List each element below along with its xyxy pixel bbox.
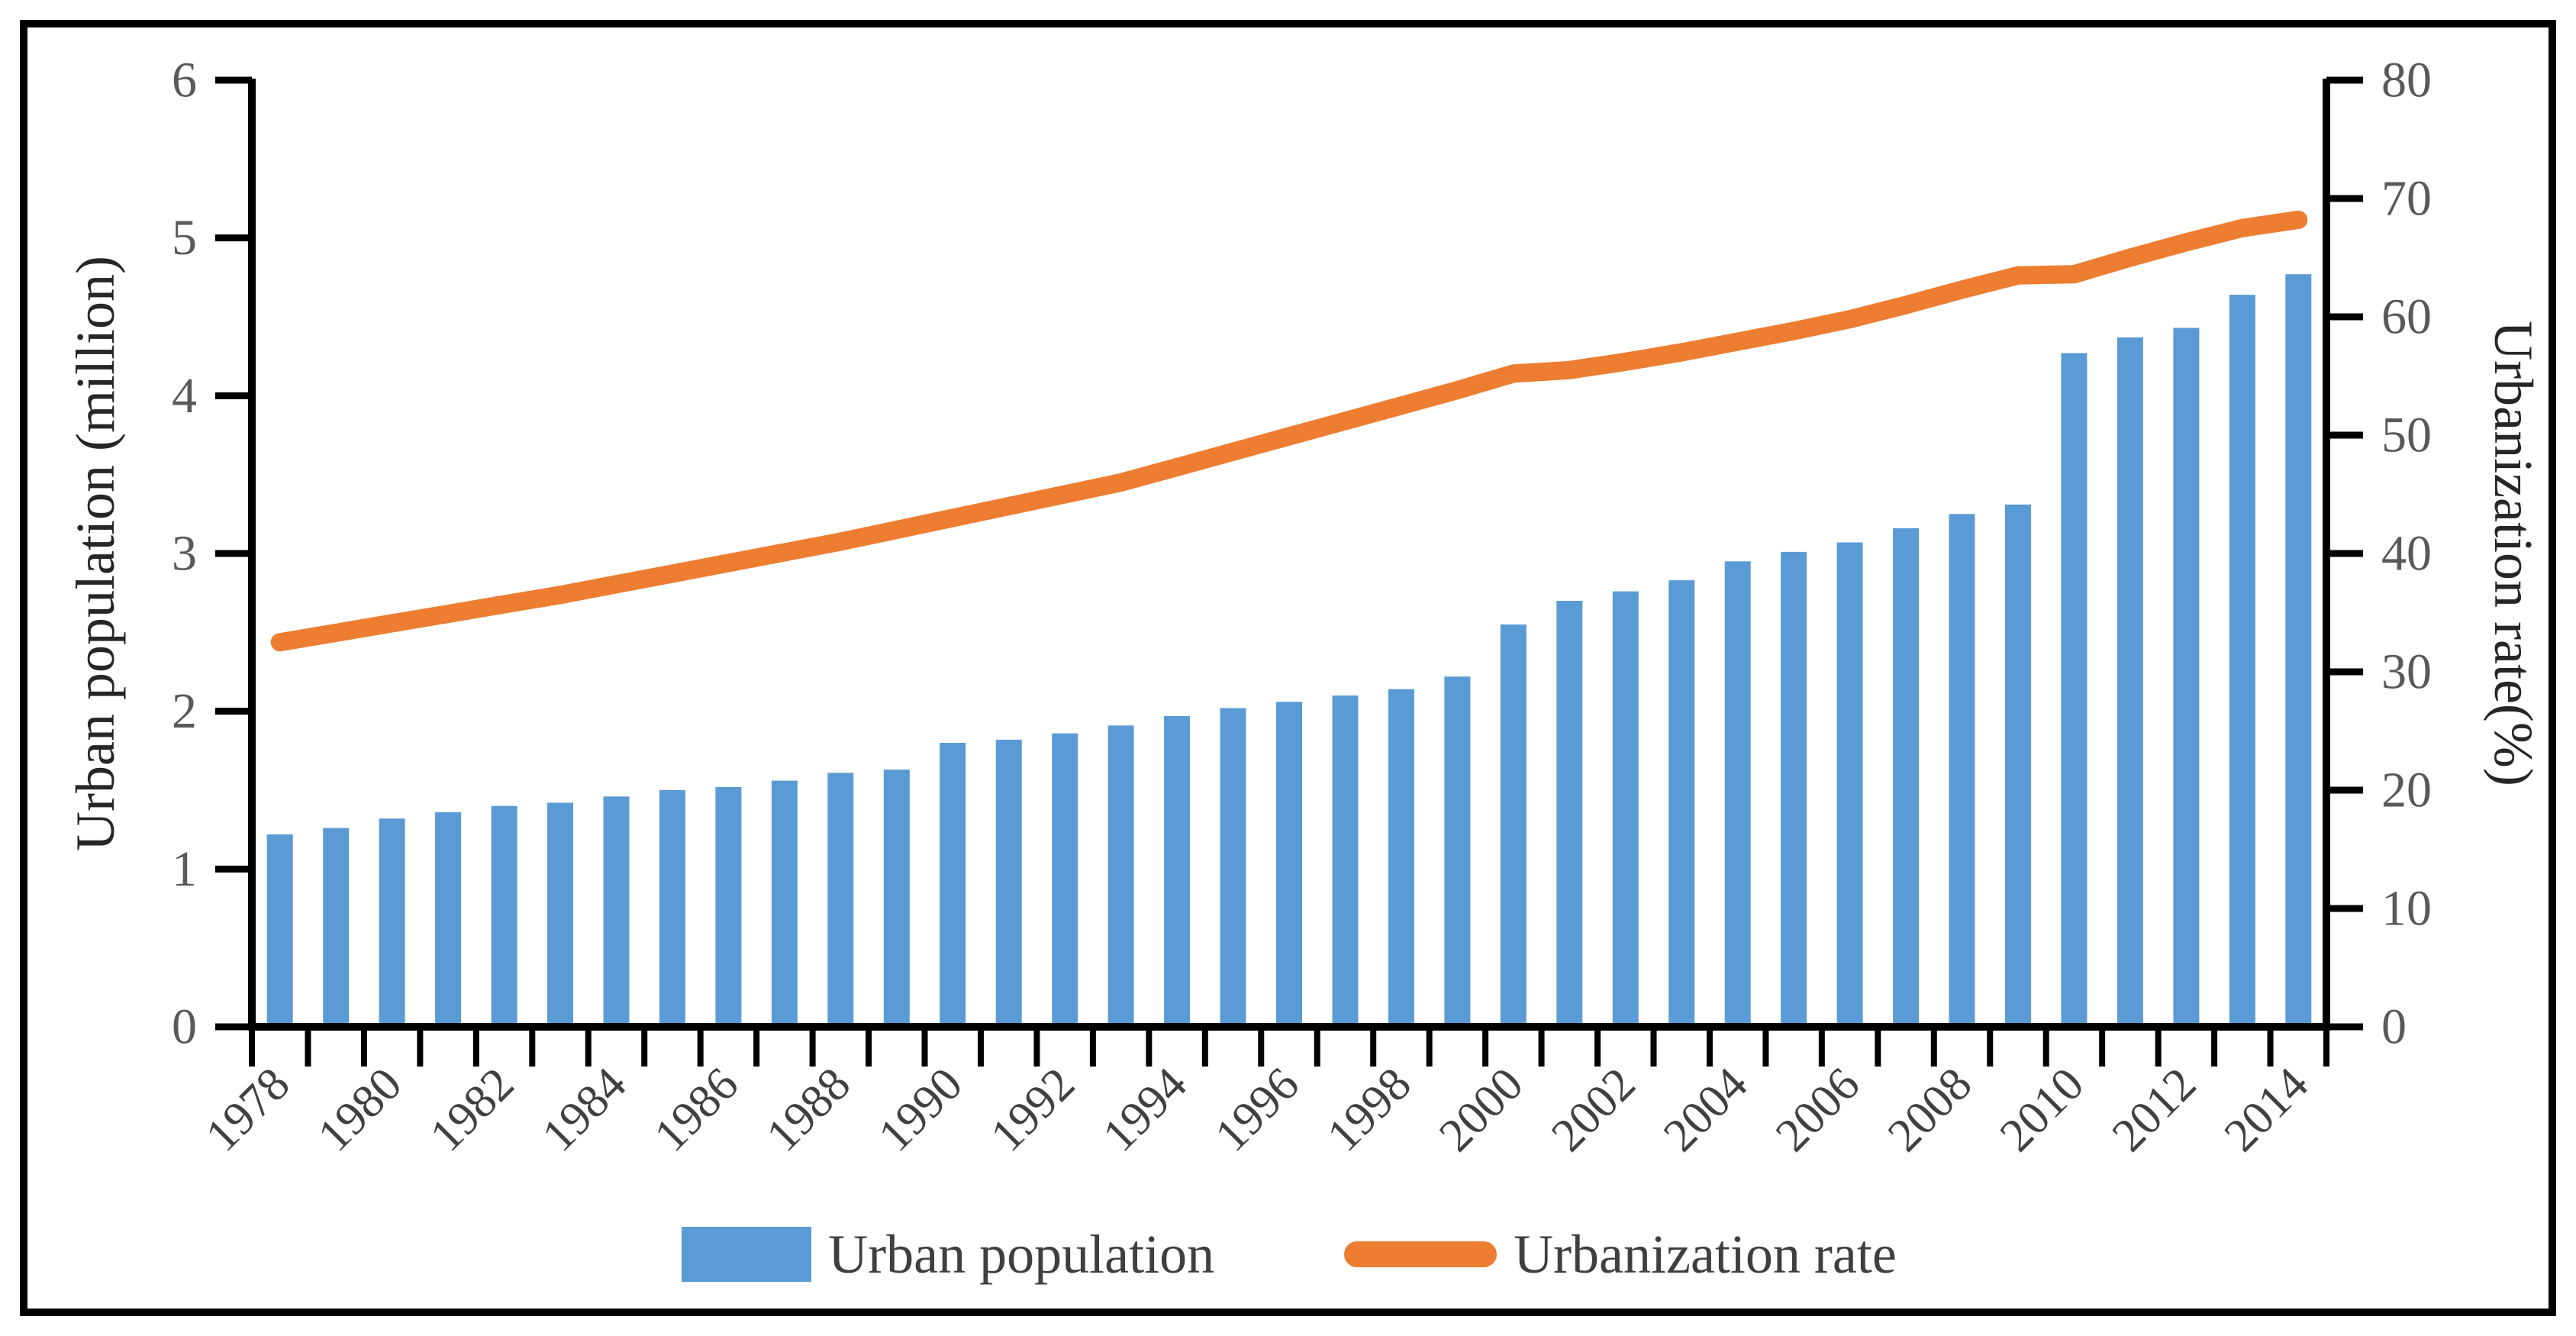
bar-1980 xyxy=(379,818,405,1027)
left-axis-tick-label: 2 xyxy=(172,683,197,739)
legend: Urban population Urbanization rate xyxy=(252,1209,2326,1300)
bar-1981 xyxy=(435,812,462,1027)
bar-1986 xyxy=(715,786,742,1027)
bar-2010 xyxy=(2061,353,2088,1027)
bar-1994 xyxy=(1164,715,1191,1027)
right-axis-tick-label: 0 xyxy=(2381,999,2407,1055)
bar-2005 xyxy=(1781,551,1807,1027)
bar-1990 xyxy=(940,743,966,1027)
x-axis-year-label: 1980 xyxy=(308,1058,412,1162)
bar-2008 xyxy=(1949,514,1975,1027)
x-axis-year-label: 1990 xyxy=(869,1058,972,1162)
bar-2003 xyxy=(1668,580,1695,1027)
right-axis-tick-label: 70 xyxy=(2381,171,2432,227)
bar-1984 xyxy=(603,796,630,1027)
bar-1996 xyxy=(1276,702,1302,1027)
legend-label-urban-population: Urban population xyxy=(828,1223,1215,1285)
legend-label-urbanization-rate: Urbanization rate xyxy=(1514,1223,1897,1285)
right-axis-title: Urbanization rate(%) xyxy=(2483,321,2544,786)
bar-1988 xyxy=(827,773,854,1027)
right-axis-tick-label: 40 xyxy=(2381,526,2432,582)
bar-1991 xyxy=(995,739,1022,1027)
bar-1998 xyxy=(1388,689,1414,1027)
bar-2002 xyxy=(1612,591,1639,1027)
left-axis-tick-label: 4 xyxy=(172,368,197,424)
legend-bar-swatch xyxy=(682,1227,812,1282)
left-axis-tick-label: 3 xyxy=(172,526,197,582)
legend-item-urbanization-rate: Urbanization rate xyxy=(1344,1223,1897,1286)
bar-2001 xyxy=(1556,601,1583,1027)
right-axis-tick-label: 50 xyxy=(2381,408,2432,463)
x-axis-year-label: 1996 xyxy=(1205,1058,1309,1162)
bar-2006 xyxy=(1836,542,1863,1027)
bar-2000 xyxy=(1500,624,1527,1027)
bar-2004 xyxy=(1724,561,1751,1027)
bar-1992 xyxy=(1052,733,1078,1027)
bar-1979 xyxy=(323,828,350,1027)
bar-2012 xyxy=(2173,328,2200,1027)
left-axis-title: Urban population (million) xyxy=(65,256,126,851)
bar-1983 xyxy=(547,802,573,1027)
x-axis-year-label: 1978 xyxy=(196,1058,300,1162)
right-axis-tick-label: 20 xyxy=(2381,763,2432,818)
x-axis-year-label: 2014 xyxy=(2214,1058,2318,1162)
right-axis-tick-label: 60 xyxy=(2381,289,2432,345)
legend-item-urban-population: Urban population xyxy=(682,1223,1214,1286)
x-axis-year-label: 2012 xyxy=(2103,1058,2207,1162)
left-axis-tick-label: 6 xyxy=(172,53,197,108)
x-axis-year-label: 1998 xyxy=(1317,1058,1421,1162)
bar-1989 xyxy=(883,770,910,1027)
urbanization-rate-line xyxy=(270,210,2308,652)
bar-1985 xyxy=(659,790,685,1027)
x-axis-year-label: 1992 xyxy=(981,1058,1085,1162)
x-axis-year-label: 1986 xyxy=(645,1058,749,1162)
bar-1999 xyxy=(1444,676,1471,1027)
x-axis-year-label: 2000 xyxy=(1430,1058,1533,1162)
x-axis-year-label: 2004 xyxy=(1654,1058,1758,1162)
bar-2013 xyxy=(2229,295,2255,1028)
bar-1987 xyxy=(771,780,798,1027)
bar-2007 xyxy=(1893,528,1920,1027)
bar-2009 xyxy=(2005,504,2031,1027)
left-axis-tick-label: 0 xyxy=(172,999,197,1055)
x-axis-year-label: 2010 xyxy=(1991,1058,2094,1162)
right-axis-tick-label: 10 xyxy=(2381,881,2432,937)
bar-1997 xyxy=(1332,695,1359,1027)
bar-2014 xyxy=(2285,274,2312,1027)
bar-1982 xyxy=(491,805,517,1027)
x-axis-year-label: 2002 xyxy=(1542,1058,1646,1162)
right-axis-tick-label: 30 xyxy=(2381,644,2432,700)
left-axis-tick-label: 5 xyxy=(172,210,197,266)
x-axis-year-label: 1984 xyxy=(533,1058,637,1162)
x-axis-year-label: 1982 xyxy=(421,1058,524,1162)
x-axis-year-label: 1988 xyxy=(756,1058,860,1162)
figure-border xyxy=(20,20,2556,1316)
legend-line-swatch xyxy=(1344,1241,1498,1267)
x-axis-year-label: 2006 xyxy=(1766,1058,1870,1162)
bar-2011 xyxy=(2117,337,2143,1027)
x-axis-year-label: 2008 xyxy=(1878,1058,1982,1162)
bar-1993 xyxy=(1107,725,1134,1027)
left-axis-tick-label: 1 xyxy=(172,841,197,897)
right-axis-tick-label: 80 xyxy=(2381,53,2432,108)
bar-1978 xyxy=(266,834,293,1027)
bar-1995 xyxy=(1220,708,1246,1027)
x-axis-year-label: 1994 xyxy=(1093,1058,1197,1162)
